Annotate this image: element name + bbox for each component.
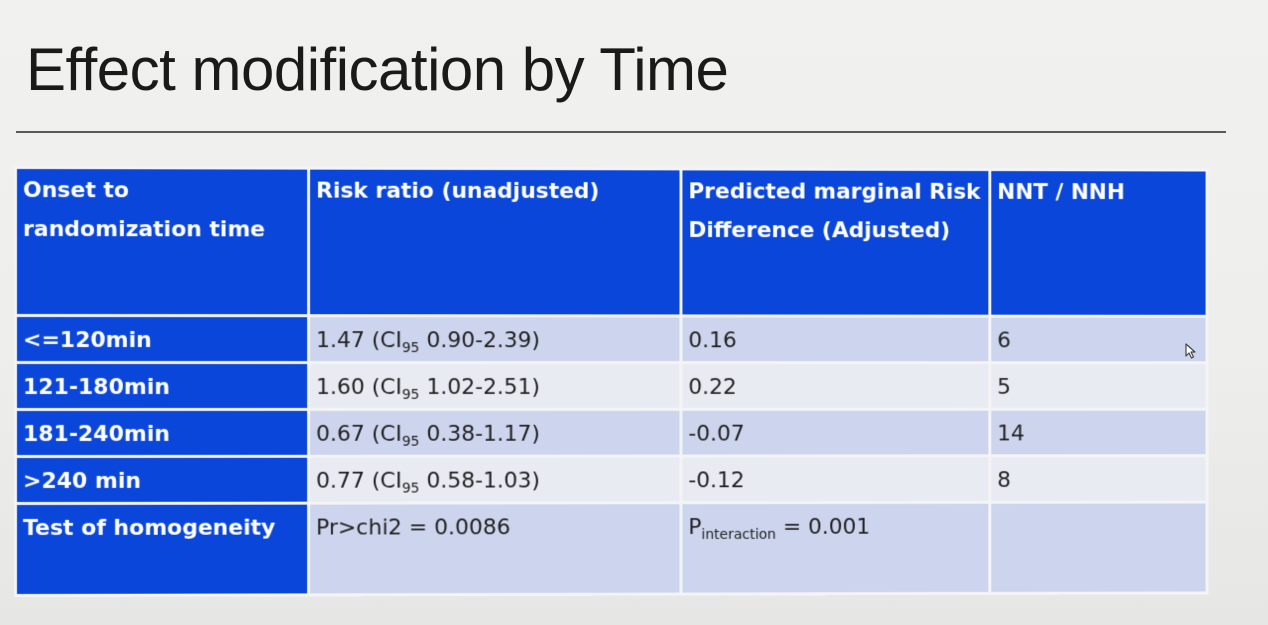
header-risk-difference: Predicted marginal Risk Difference (Adju…: [681, 169, 990, 316]
risk-difference-cell: 0.22: [681, 363, 990, 410]
table-row: 121-180min 1.60 (CI95 1.02-2.51) 0.22 5: [15, 363, 1207, 410]
risk-ratio-cell: 0.77 (CI95 0.58-1.03): [309, 456, 681, 503]
nnt-cell: [990, 502, 1207, 593]
row-label: Test of homogeneity: [15, 503, 308, 595]
slide-title: Effect modification by Time: [26, 30, 728, 110]
risk-ratio-cell: 1.60 (CI95 1.02-2.51): [309, 363, 681, 410]
row-label: >240 min: [15, 456, 308, 503]
nnt-cell: 6: [990, 316, 1207, 363]
risk-difference-cell: -0.07: [681, 409, 990, 456]
chi2-cell: Pr>chi2 = 0.0086: [309, 503, 681, 595]
risk-difference-cell: 0.16: [681, 316, 990, 363]
row-label: 121-180min: [15, 363, 308, 410]
table-row: 181-240min 0.67 (CI95 0.38-1.17) -0.07 1…: [15, 409, 1207, 456]
row-label: 181-240min: [15, 409, 308, 456]
header-onset-time: Onset to randomization time: [15, 168, 308, 316]
table-row: <=120min 1.47 (CI95 0.90-2.39) 0.16 6: [15, 316, 1207, 363]
interaction-p-cell: Pinteraction = 0.001: [681, 502, 990, 594]
table-row: >240 min 0.77 (CI95 0.58-1.03) -0.12 8: [15, 456, 1207, 504]
nnt-cell: 8: [990, 456, 1207, 503]
homogeneity-row: Test of homogeneity Pr>chi2 = 0.0086 Pin…: [15, 502, 1207, 595]
risk-ratio-cell: 1.47 (CI95 0.90-2.39): [309, 316, 681, 363]
results-table-container: Onset to randomization time Risk ratio (…: [14, 166, 1206, 597]
header-risk-ratio: Risk ratio (unadjusted): [309, 168, 681, 316]
title-divider: [16, 131, 1226, 133]
risk-ratio-cell: 0.67 (CI95 0.38-1.17): [309, 409, 681, 456]
nnt-cell: 14: [990, 409, 1207, 456]
mouse-pointer-icon: [1184, 343, 1198, 359]
nnt-cell: 5: [990, 363, 1207, 410]
risk-difference-cell: -0.12: [681, 456, 990, 503]
header-nnt-nnh: NNT / NNH: [990, 170, 1207, 317]
header-row: Onset to randomization time Risk ratio (…: [15, 168, 1207, 317]
effect-modification-table: Onset to randomization time Risk ratio (…: [14, 166, 1208, 597]
row-label: <=120min: [15, 316, 308, 363]
